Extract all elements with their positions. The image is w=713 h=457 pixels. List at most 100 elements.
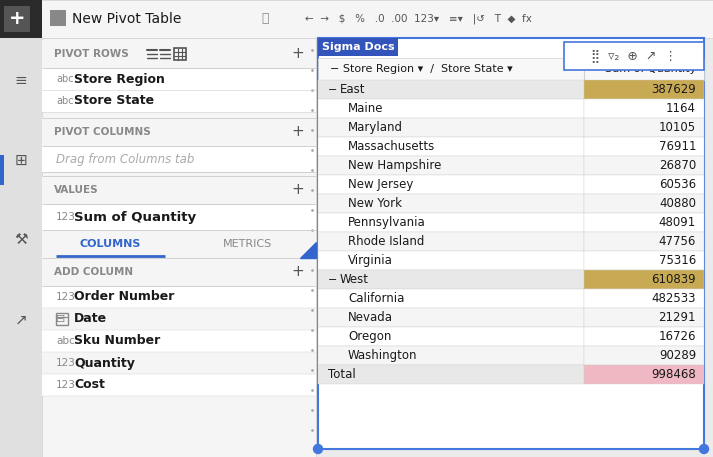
- Text: 482533: 482533: [652, 292, 696, 305]
- Text: Cost: Cost: [74, 378, 105, 392]
- Circle shape: [314, 445, 322, 453]
- Text: +: +: [292, 124, 304, 139]
- Text: 998468: 998468: [651, 368, 696, 381]
- Bar: [318, 156, 584, 175]
- Text: Sku Number: Sku Number: [74, 335, 160, 347]
- Text: 26870: 26870: [659, 159, 696, 172]
- Bar: [584, 308, 704, 327]
- Bar: [584, 346, 704, 365]
- Bar: [318, 327, 584, 346]
- Text: 60536: 60536: [659, 178, 696, 191]
- Text: ≡: ≡: [15, 73, 27, 87]
- Text: Date: Date: [74, 313, 107, 325]
- Text: Maryland: Maryland: [348, 121, 403, 134]
- Bar: [318, 289, 584, 308]
- Bar: [0, 0, 42, 38]
- Bar: [42, 204, 316, 230]
- Text: ⣿  ▿₂  ⊕  ↗  ⋮: ⣿ ▿₂ ⊕ ↗ ⋮: [591, 49, 677, 63]
- Bar: [318, 251, 584, 270]
- Text: +: +: [9, 10, 25, 28]
- Bar: [318, 213, 584, 232]
- Bar: [318, 118, 584, 137]
- Bar: [584, 194, 704, 213]
- Text: 123: 123: [56, 292, 76, 302]
- Text: Order Number: Order Number: [74, 291, 175, 303]
- Bar: [318, 346, 584, 365]
- Bar: [42, 308, 316, 330]
- Text: 123: 123: [56, 358, 76, 368]
- Text: California: California: [348, 292, 404, 305]
- Text: 10105: 10105: [659, 121, 696, 134]
- Text: PIVOT ROWS: PIVOT ROWS: [54, 49, 129, 59]
- Bar: [318, 38, 704, 449]
- Text: East: East: [340, 83, 366, 96]
- Circle shape: [699, 445, 709, 453]
- Bar: [584, 137, 704, 156]
- Text: 21291: 21291: [659, 311, 696, 324]
- Bar: [42, 68, 316, 90]
- Text: ADD COLUMN: ADD COLUMN: [54, 267, 133, 277]
- Text: 387629: 387629: [651, 83, 696, 96]
- Bar: [42, 40, 316, 68]
- Text: Sum of Quantity: Sum of Quantity: [605, 64, 696, 74]
- Text: 🔍: 🔍: [261, 12, 269, 26]
- Text: Pennsylvania: Pennsylvania: [348, 216, 426, 229]
- Bar: [584, 99, 704, 118]
- Text: Massachusetts: Massachusetts: [348, 140, 435, 153]
- Text: ↗: ↗: [15, 313, 27, 328]
- Text: Sum of Quantity: Sum of Quantity: [74, 211, 196, 223]
- Text: Drag from Columns tab: Drag from Columns tab: [56, 153, 195, 165]
- Bar: [42, 352, 316, 374]
- Bar: [584, 80, 704, 99]
- Text: ⚒: ⚒: [14, 233, 28, 248]
- Text: 90289: 90289: [659, 349, 696, 362]
- Text: Store Region: Store Region: [74, 73, 165, 85]
- Bar: [318, 38, 398, 56]
- Bar: [318, 308, 584, 327]
- Text: West: West: [340, 273, 369, 286]
- Text: New Jersey: New Jersey: [348, 178, 414, 191]
- Bar: [0, 38, 42, 457]
- Bar: [42, 146, 316, 172]
- Bar: [42, 374, 316, 396]
- Text: 48091: 48091: [659, 216, 696, 229]
- Bar: [50, 10, 66, 26]
- Text: 123: 123: [56, 212, 76, 222]
- Bar: [584, 327, 704, 346]
- Bar: [42, 258, 316, 286]
- Text: Virginia: Virginia: [348, 254, 393, 267]
- Text: 76911: 76911: [659, 140, 696, 153]
- Text: 610839: 610839: [652, 273, 696, 286]
- Text: Sigma Docs: Sigma Docs: [322, 42, 394, 52]
- Bar: [584, 175, 704, 194]
- Bar: [584, 156, 704, 175]
- Text: +: +: [292, 47, 304, 62]
- Text: 1164: 1164: [666, 102, 696, 115]
- Bar: [584, 232, 704, 251]
- Bar: [42, 38, 316, 457]
- Text: Store State: Store State: [74, 95, 154, 107]
- Text: New Pivot Table: New Pivot Table: [72, 12, 181, 26]
- Text: abc: abc: [56, 74, 73, 84]
- Bar: [42, 286, 316, 308]
- Text: +: +: [292, 182, 304, 197]
- Bar: [584, 270, 704, 289]
- Text: ⊟: ⊟: [56, 314, 66, 324]
- Text: 16726: 16726: [659, 330, 696, 343]
- Text: ⊞: ⊞: [15, 153, 27, 168]
- Text: Quantity: Quantity: [74, 356, 135, 370]
- Bar: [174, 48, 186, 60]
- Text: Maine: Maine: [348, 102, 384, 115]
- Bar: [4, 6, 30, 32]
- Bar: [318, 58, 704, 80]
- Bar: [42, 90, 316, 112]
- Bar: [318, 194, 584, 213]
- Text: VALUES: VALUES: [54, 185, 98, 195]
- Text: 75316: 75316: [659, 254, 696, 267]
- Text: 47756: 47756: [659, 235, 696, 248]
- Bar: [318, 80, 584, 99]
- Bar: [318, 99, 584, 118]
- Polygon shape: [300, 242, 316, 258]
- Text: −: −: [328, 85, 337, 95]
- Bar: [42, 176, 316, 204]
